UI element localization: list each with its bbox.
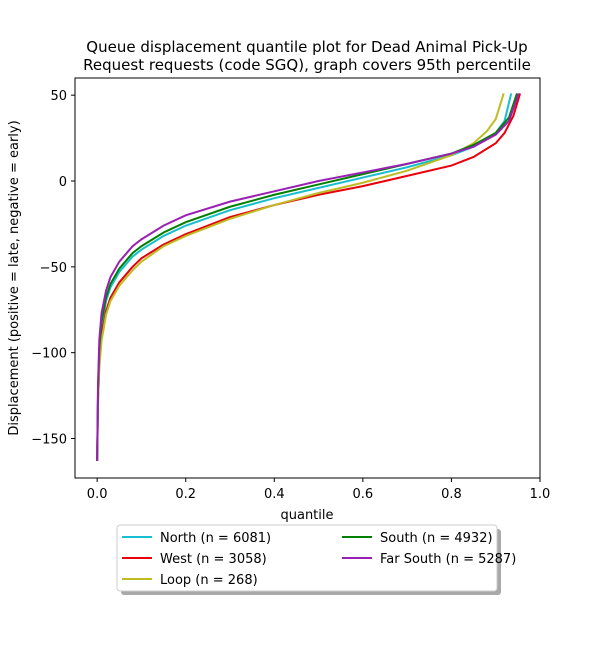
series-line-1	[96, 93, 522, 461]
x-tick-label: 0.6	[353, 487, 374, 502]
y-tick-label: −150	[31, 433, 67, 448]
legend-label-1: West (n = 3058)	[160, 552, 267, 567]
y-tick-label: 0	[59, 175, 67, 190]
x-axis-ticks: 0.0 0.2 0.4 0.6 0.8 1.0	[87, 478, 551, 502]
legend-box	[116, 524, 498, 592]
x-tick-label: 0.2	[175, 487, 196, 502]
y-tick-label: 50	[50, 89, 67, 104]
chart-title-line-2: Request requests (code SGQ), graph cover…	[83, 56, 531, 74]
chart-title-line-1: Queue displacement quantile plot for Dea…	[86, 38, 527, 56]
x-tick-label: 0.0	[87, 487, 108, 502]
series-line-4	[96, 93, 520, 461]
x-tick-label: 0.8	[441, 487, 462, 502]
series-lines	[96, 93, 522, 461]
y-axis-label: Displacement (positive = late, negative …	[7, 120, 22, 435]
y-axis-ticks: 50 0 −50 −100 −150	[31, 89, 75, 448]
legend: North (n = 6081) West (n = 3058) Loop (n =…	[116, 524, 516, 595]
x-tick-label: 1.0	[530, 487, 551, 502]
series-line-3	[96, 93, 518, 461]
legend-label-2: Loop (n = 268)	[160, 573, 258, 588]
y-tick-label: −100	[31, 347, 67, 362]
legend-label-3: South (n = 4932)	[380, 531, 493, 546]
legend-label-0: North (n = 6081)	[160, 531, 271, 546]
plot-frame	[74, 77, 541, 479]
x-tick-label: 0.4	[264, 487, 285, 502]
series-line-0	[96, 93, 513, 461]
x-axis-label: quantile	[280, 508, 333, 523]
y-tick-label: −50	[40, 261, 67, 276]
legend-label-4: Far South (n = 5287)	[380, 552, 516, 567]
series-line-2	[96, 93, 505, 461]
